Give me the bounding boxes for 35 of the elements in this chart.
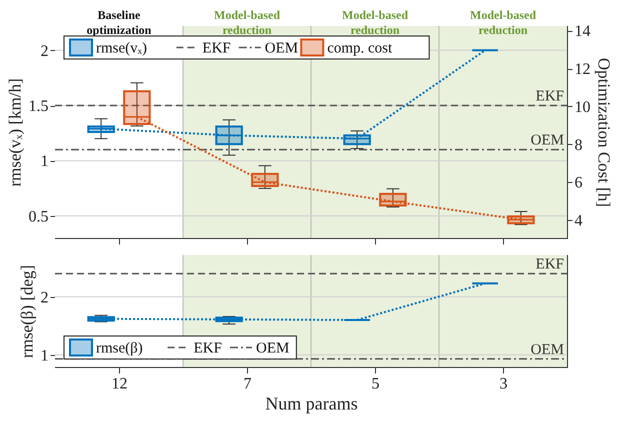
band-label: Model-based reduction <box>342 8 408 37</box>
y2-axis-title: Optimization Cost [h] <box>594 58 614 208</box>
band-label: Model-based reduction <box>214 8 280 37</box>
band-label: Model-based reduction <box>470 8 536 37</box>
y2-tick-label: 12 <box>574 61 590 78</box>
y2-tick-label: 6 <box>574 174 582 192</box>
x-tick-label: 3 <box>500 376 508 392</box>
y-tick-label: 1 <box>40 347 48 364</box>
y-axis-title: rmse(vₓ) [km/h] <box>6 78 24 187</box>
band-label: Baseline optimization <box>86 8 152 37</box>
x-tick-label: 5 <box>372 376 380 392</box>
y2-tick-label: 10 <box>574 98 590 116</box>
y2-tick-label: 8 <box>574 136 582 154</box>
legend-label: rmse(β) <box>96 340 143 356</box>
y-tick-label: 1.5 <box>28 98 48 115</box>
text: EKF <box>202 40 231 56</box>
y-tick-label: 2 <box>40 289 48 306</box>
ref-line-label: OEM <box>530 342 564 358</box>
y-tick-label: 0.5 <box>28 208 48 226</box>
y2-tick-label: 14 <box>574 23 590 40</box>
y-tick-label: 2 <box>40 42 48 60</box>
y2-tick-label: 4 <box>574 212 582 230</box>
y-tick-label: 1 <box>40 153 48 170</box>
ref-line-label: EKF <box>536 88 564 104</box>
ref-line-label: OEM <box>530 132 564 149</box>
text: OEM <box>264 40 298 56</box>
text: EKF <box>194 340 222 356</box>
legend-label: rmse(vₓ) <box>96 40 148 56</box>
x-tick-label: 7 <box>244 376 252 392</box>
x-axis-title: Num params <box>265 394 358 414</box>
x-tick-label: 12 <box>112 376 128 392</box>
ref-line-label: EKF <box>536 256 564 273</box>
y-axis-title: rmse(β) [deg] <box>18 264 36 358</box>
text: OEM <box>256 340 290 356</box>
legend-label: comp. cost <box>327 40 394 56</box>
